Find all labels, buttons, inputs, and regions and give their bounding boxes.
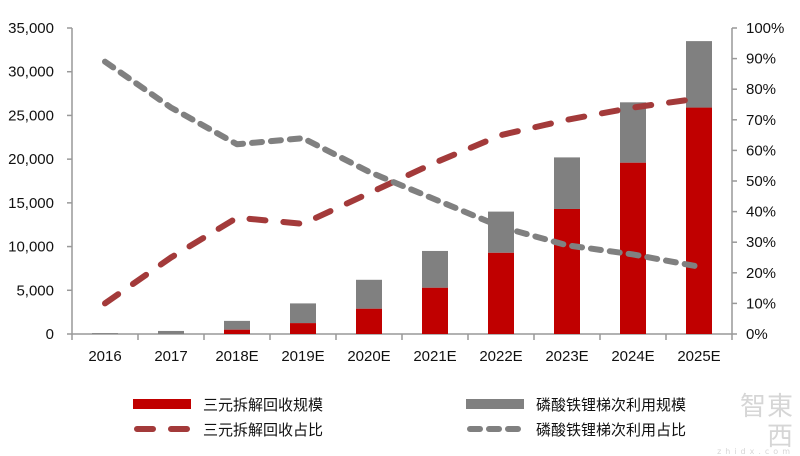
x-tick-label: 2016 (88, 348, 121, 365)
legend-item-lfp-scale: 磷酸铁锂梯次利用规模 (466, 394, 686, 414)
bar-segment (224, 329, 250, 334)
bar-segment (620, 162, 646, 334)
right-tick-label: 70% (746, 112, 776, 129)
left-tick-label: 25,000 (8, 107, 54, 124)
bar-segment (422, 250, 448, 288)
bar-segment (290, 323, 316, 334)
right-tick-label: 100% (746, 20, 784, 37)
bar-segment (356, 279, 382, 309)
right-tick-label: 40% (746, 204, 776, 221)
x-axis: 2016 2017 2018E 2019E 2020E 2021E 2022E 2023E 20… (71, 333, 733, 365)
right-y-axis: 0% 10% 20% 30% 40% 50% 60% 70% 80% 90% 100% (731, 20, 784, 343)
right-tick-label: 30% (746, 234, 776, 251)
legend-item-ternary-ratio: 三元拆解回收占比 (133, 419, 323, 439)
stacked-bars (92, 41, 712, 334)
bar-segment (290, 303, 316, 324)
x-tick-label: 2025E (677, 348, 720, 365)
bar-segment (554, 157, 580, 209)
lfp-ratio-line (102, 58, 702, 270)
left-tick-label: 15,000 (8, 195, 54, 212)
right-tick-label: 60% (746, 142, 776, 159)
left-tick-label: 5,000 (16, 282, 54, 299)
left-tick-label: 10,000 (8, 239, 54, 256)
right-tick-label: 80% (746, 81, 776, 98)
legend: 三元拆解回收规模 磷酸铁锂梯次利用规模 三元拆解回收占比 磷酸铁锂梯次利用占比 (0, 388, 800, 439)
watermark-logo: 智東西 zhidx.com (714, 392, 794, 456)
right-tick-label: 20% (746, 265, 776, 282)
ratio-lines (102, 58, 702, 307)
x-tick-label: 2020E (347, 348, 390, 365)
left-tick-label: 30,000 (8, 64, 54, 81)
x-tick-label: 2017 (154, 348, 187, 365)
watermark-subtext: zhidx.com (717, 447, 794, 456)
legend-swatch-red-bar (133, 394, 191, 414)
bar-segment (422, 287, 448, 334)
bar-segment (488, 252, 514, 334)
legend-label: 磷酸铁锂梯次利用占比 (536, 420, 687, 439)
right-tick-label: 0% (746, 326, 768, 343)
x-tick-label: 2021E (413, 348, 456, 365)
legend-item-ternary-scale: 三元拆解回收规模 (133, 394, 323, 414)
right-tick-label: 10% (746, 295, 776, 312)
bar-segment (224, 320, 250, 330)
legend-label: 三元拆解回收规模 (203, 395, 324, 414)
left-tick-label: 35,000 (8, 20, 54, 37)
right-tick-label: 90% (746, 51, 776, 68)
left-tick-label: 0 (46, 326, 54, 343)
ternary-ratio-line (102, 95, 702, 307)
legend-label: 三元拆解回收占比 (203, 420, 324, 439)
left-tick-label: 20,000 (8, 151, 54, 168)
bar-segment (686, 107, 712, 334)
right-tick-label: 50% (746, 173, 776, 190)
bar-segment (488, 211, 514, 253)
x-tick-label: 2023E (545, 348, 588, 365)
legend-swatch-gray-bar (466, 394, 524, 414)
legend-item-lfp-ratio: 磷酸铁锂梯次利用占比 (466, 419, 686, 439)
bar-segment (620, 102, 646, 163)
x-tick-label: 2024E (611, 348, 654, 365)
legend-label: 磷酸铁锂梯次利用规模 (536, 395, 687, 414)
bar-segment (554, 208, 580, 334)
bar-segment (356, 308, 382, 334)
legend-swatch-gray-dash (466, 419, 525, 439)
x-tick-label: 2019E (281, 348, 324, 365)
legend-swatch-red-dash (133, 419, 192, 439)
combo-chart: 0 5,000 10,000 15,000 20,000 25,000 30,000 35,0… (8, 20, 784, 365)
left-y-axis: 0 5,000 10,000 15,000 20,000 25,000 30,000 35,0… (8, 20, 73, 343)
x-tick-label: 2018E (215, 348, 258, 365)
bar-segment (158, 330, 184, 334)
x-tick-label: 2022E (479, 348, 522, 365)
bar-segment (92, 333, 118, 334)
bar-segment (686, 41, 712, 108)
watermark-text: 智東西 (739, 392, 794, 452)
